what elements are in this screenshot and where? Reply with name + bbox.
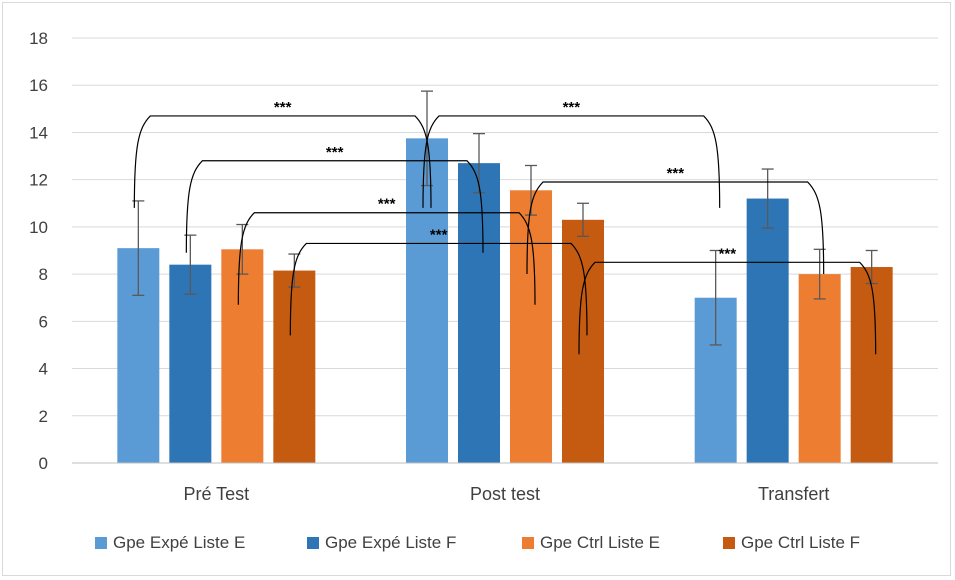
significance-label: *** xyxy=(326,144,344,161)
y-tick-label: 2 xyxy=(39,407,48,426)
significance-bracket xyxy=(422,115,721,208)
bar xyxy=(458,163,500,463)
x-tick-label: Pré Test xyxy=(183,484,249,504)
y-tick-label: 6 xyxy=(39,312,48,331)
significance-bracket xyxy=(237,212,536,305)
bar xyxy=(221,249,264,463)
significance-label: *** xyxy=(274,99,292,116)
legend-label: Gpe Expé Liste E xyxy=(113,533,245,552)
significance-bracket xyxy=(185,160,484,253)
bar xyxy=(798,274,841,463)
y-tick-label: 4 xyxy=(39,360,48,379)
significance-bracket xyxy=(133,115,432,208)
legend-swatch xyxy=(723,537,735,549)
significance-label: *** xyxy=(563,99,581,116)
bar xyxy=(273,270,316,463)
bar xyxy=(850,267,893,463)
bar xyxy=(510,190,552,463)
y-tick-label: 16 xyxy=(29,76,48,95)
significance-label: *** xyxy=(378,196,396,213)
significance-label: *** xyxy=(430,226,448,243)
legend-swatch xyxy=(95,537,107,549)
legend-label: Gpe Expé Liste F xyxy=(325,533,456,552)
legend-label: Gpe Ctrl Liste F xyxy=(741,533,860,552)
significance-label: *** xyxy=(719,245,737,262)
bar xyxy=(406,138,448,463)
bar xyxy=(562,219,604,463)
significance-bracket xyxy=(526,181,825,275)
bar xyxy=(169,264,212,463)
significance-label: *** xyxy=(667,165,685,182)
x-tick-label: Transfert xyxy=(758,484,829,504)
y-tick-label: 12 xyxy=(29,171,48,190)
bar xyxy=(746,198,789,464)
significance-bracket xyxy=(578,261,877,355)
significance-bracket xyxy=(289,242,588,336)
y-tick-label: 10 xyxy=(29,218,48,237)
y-tick-label: 18 xyxy=(29,29,48,48)
x-tick-label: Post test xyxy=(470,484,540,504)
legend-swatch xyxy=(522,537,534,549)
y-tick-label: 8 xyxy=(39,265,48,284)
y-tick-label: 14 xyxy=(29,123,48,142)
legend-label: Gpe Ctrl Liste E xyxy=(540,533,660,552)
y-tick-label: 0 xyxy=(39,454,48,473)
legend-swatch xyxy=(307,537,319,549)
